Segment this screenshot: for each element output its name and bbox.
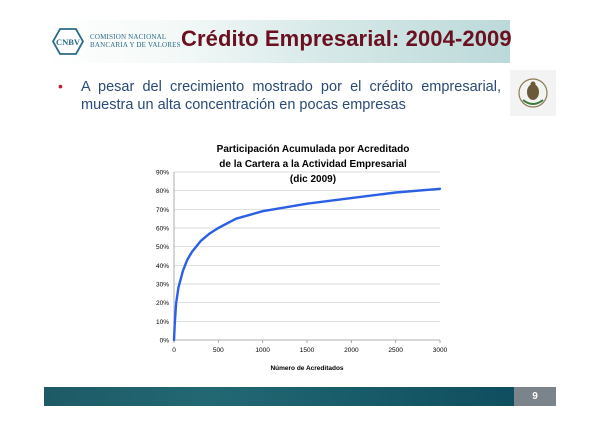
y-axis-ticks: 0% 10% 20% 30% 40% 50% 60% 70% 80% 90%: [156, 170, 169, 345]
x-axis-label: Número de Acreditados: [270, 365, 343, 372]
logo-line-2: BANCARIA Y DE VALORES: [90, 41, 181, 49]
chart-title-line-1: Participación Acumulada por Acreditado: [217, 144, 410, 155]
logo-line-1: COMISION NACIONAL: [90, 33, 167, 41]
chart-grid: [174, 171, 440, 322]
y-tick-label: 0%: [160, 338, 170, 345]
y-tick-label: 10%: [156, 319, 169, 326]
x-axis-ticks: 0 500 1000 1500 2000 2500 3000: [172, 340, 448, 354]
slide-header: CNBV COMISION NACIONAL BANCARIA Y DE VAL…: [44, 20, 512, 63]
x-tick-label: 1500: [300, 347, 315, 354]
y-tick-label: 80%: [156, 188, 169, 195]
y-tick-label: 90%: [156, 170, 169, 177]
page-number: 9: [514, 387, 556, 406]
logo-text: COMISION NACIONAL BANCARIA Y DE VALORES: [90, 33, 181, 49]
y-tick-label: 50%: [156, 244, 169, 251]
cumulative-share-chart: Participación Acumulada por Acreditado d…: [156, 144, 448, 372]
y-tick-label: 70%: [156, 207, 169, 214]
y-tick-label: 60%: [156, 226, 169, 233]
x-tick-label: 3000: [433, 347, 448, 354]
x-tick-label: 500: [213, 347, 224, 354]
x-tick-label: 2000: [344, 347, 359, 354]
y-tick-label: 40%: [156, 263, 169, 270]
cnbv-logo-icon: CNBV: [52, 28, 84, 55]
chart-title-line-3: (dic 2009): [290, 174, 336, 185]
x-tick-label: 2500: [388, 347, 403, 354]
y-tick-label: 30%: [156, 282, 169, 289]
y-tick-label: 20%: [156, 300, 169, 307]
series-line: [172, 187, 442, 342]
svg-text:CNBV: CNBV: [56, 37, 81, 47]
slide-title: Crédito Empresarial: 2004-2009: [181, 26, 512, 51]
footer-bar: [44, 387, 514, 406]
bullet-text: A pesar del crecimiento mostrado por el …: [81, 79, 501, 113]
mexico-seal-icon: [510, 70, 556, 116]
x-tick-label: 1000: [255, 347, 270, 354]
x-tick-label: 0: [172, 347, 176, 354]
chart-title-line-2: de la Cartera a la Actividad Empresarial: [219, 159, 407, 170]
bullet-marker: •: [58, 78, 63, 94]
